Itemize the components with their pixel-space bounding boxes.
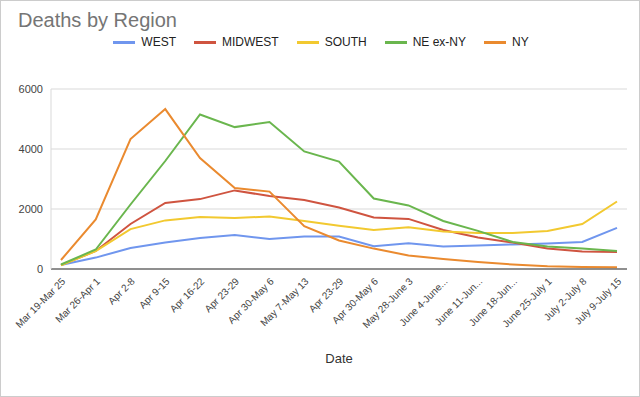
svg-text:June 25-July 1: June 25-July 1	[500, 275, 554, 329]
html-text:WEST: WEST	[141, 35, 176, 49]
svg-text:Apr 16-22: Apr 16-22	[168, 275, 207, 314]
svg-text:Apr 2-8: Apr 2-8	[106, 275, 137, 306]
svg-text:July 9-July 15: July 9-July 15	[572, 275, 623, 326]
svg-text:June 4-June...: June 4-June...	[397, 275, 450, 329]
html-text:NE ex-NY: NE ex-NY	[412, 35, 466, 49]
svg-text:4000: 4000	[19, 143, 43, 155]
html-text:MIDWEST: MIDWEST	[222, 35, 279, 49]
svg-text:Apr 9-15: Apr 9-15	[137, 275, 172, 310]
svg-text:Date: Date	[325, 351, 352, 366]
html-text:NY: NY	[512, 35, 529, 49]
svg-text:May 7-May 13: May 7-May 13	[258, 275, 311, 328]
svg-text:0: 0	[37, 263, 43, 275]
svg-text:6000: 6000	[19, 83, 43, 95]
svg-text:Mar 19-Mar 25: Mar 19-Mar 25	[13, 275, 68, 330]
svg-text:2000: 2000	[19, 203, 43, 215]
svg-text:June 11-Jun...: June 11-Jun...	[432, 275, 485, 328]
svg-text:Apr 30-May 6: Apr 30-May 6	[225, 275, 276, 326]
svg-text:May 28-June 3: May 28-June 3	[360, 275, 415, 331]
svg-text:Apr 30-May 6: Apr 30-May 6	[330, 275, 381, 326]
svg-text:Apr 23-29: Apr 23-29	[202, 275, 242, 315]
svg-text:Apr 23-29: Apr 23-29	[306, 275, 346, 315]
svg-text:June 18-Jun...: June 18-Jun...	[466, 275, 520, 329]
html-text:SOUTH: SOUTH	[324, 35, 367, 49]
svg-text:July 2-July 8: July 2-July 8	[541, 275, 589, 323]
svg-text:Mar 26-Apr 1: Mar 26-Apr 1	[53, 275, 102, 324]
html-text:Deaths by Region: Deaths by Region	[18, 9, 177, 31]
